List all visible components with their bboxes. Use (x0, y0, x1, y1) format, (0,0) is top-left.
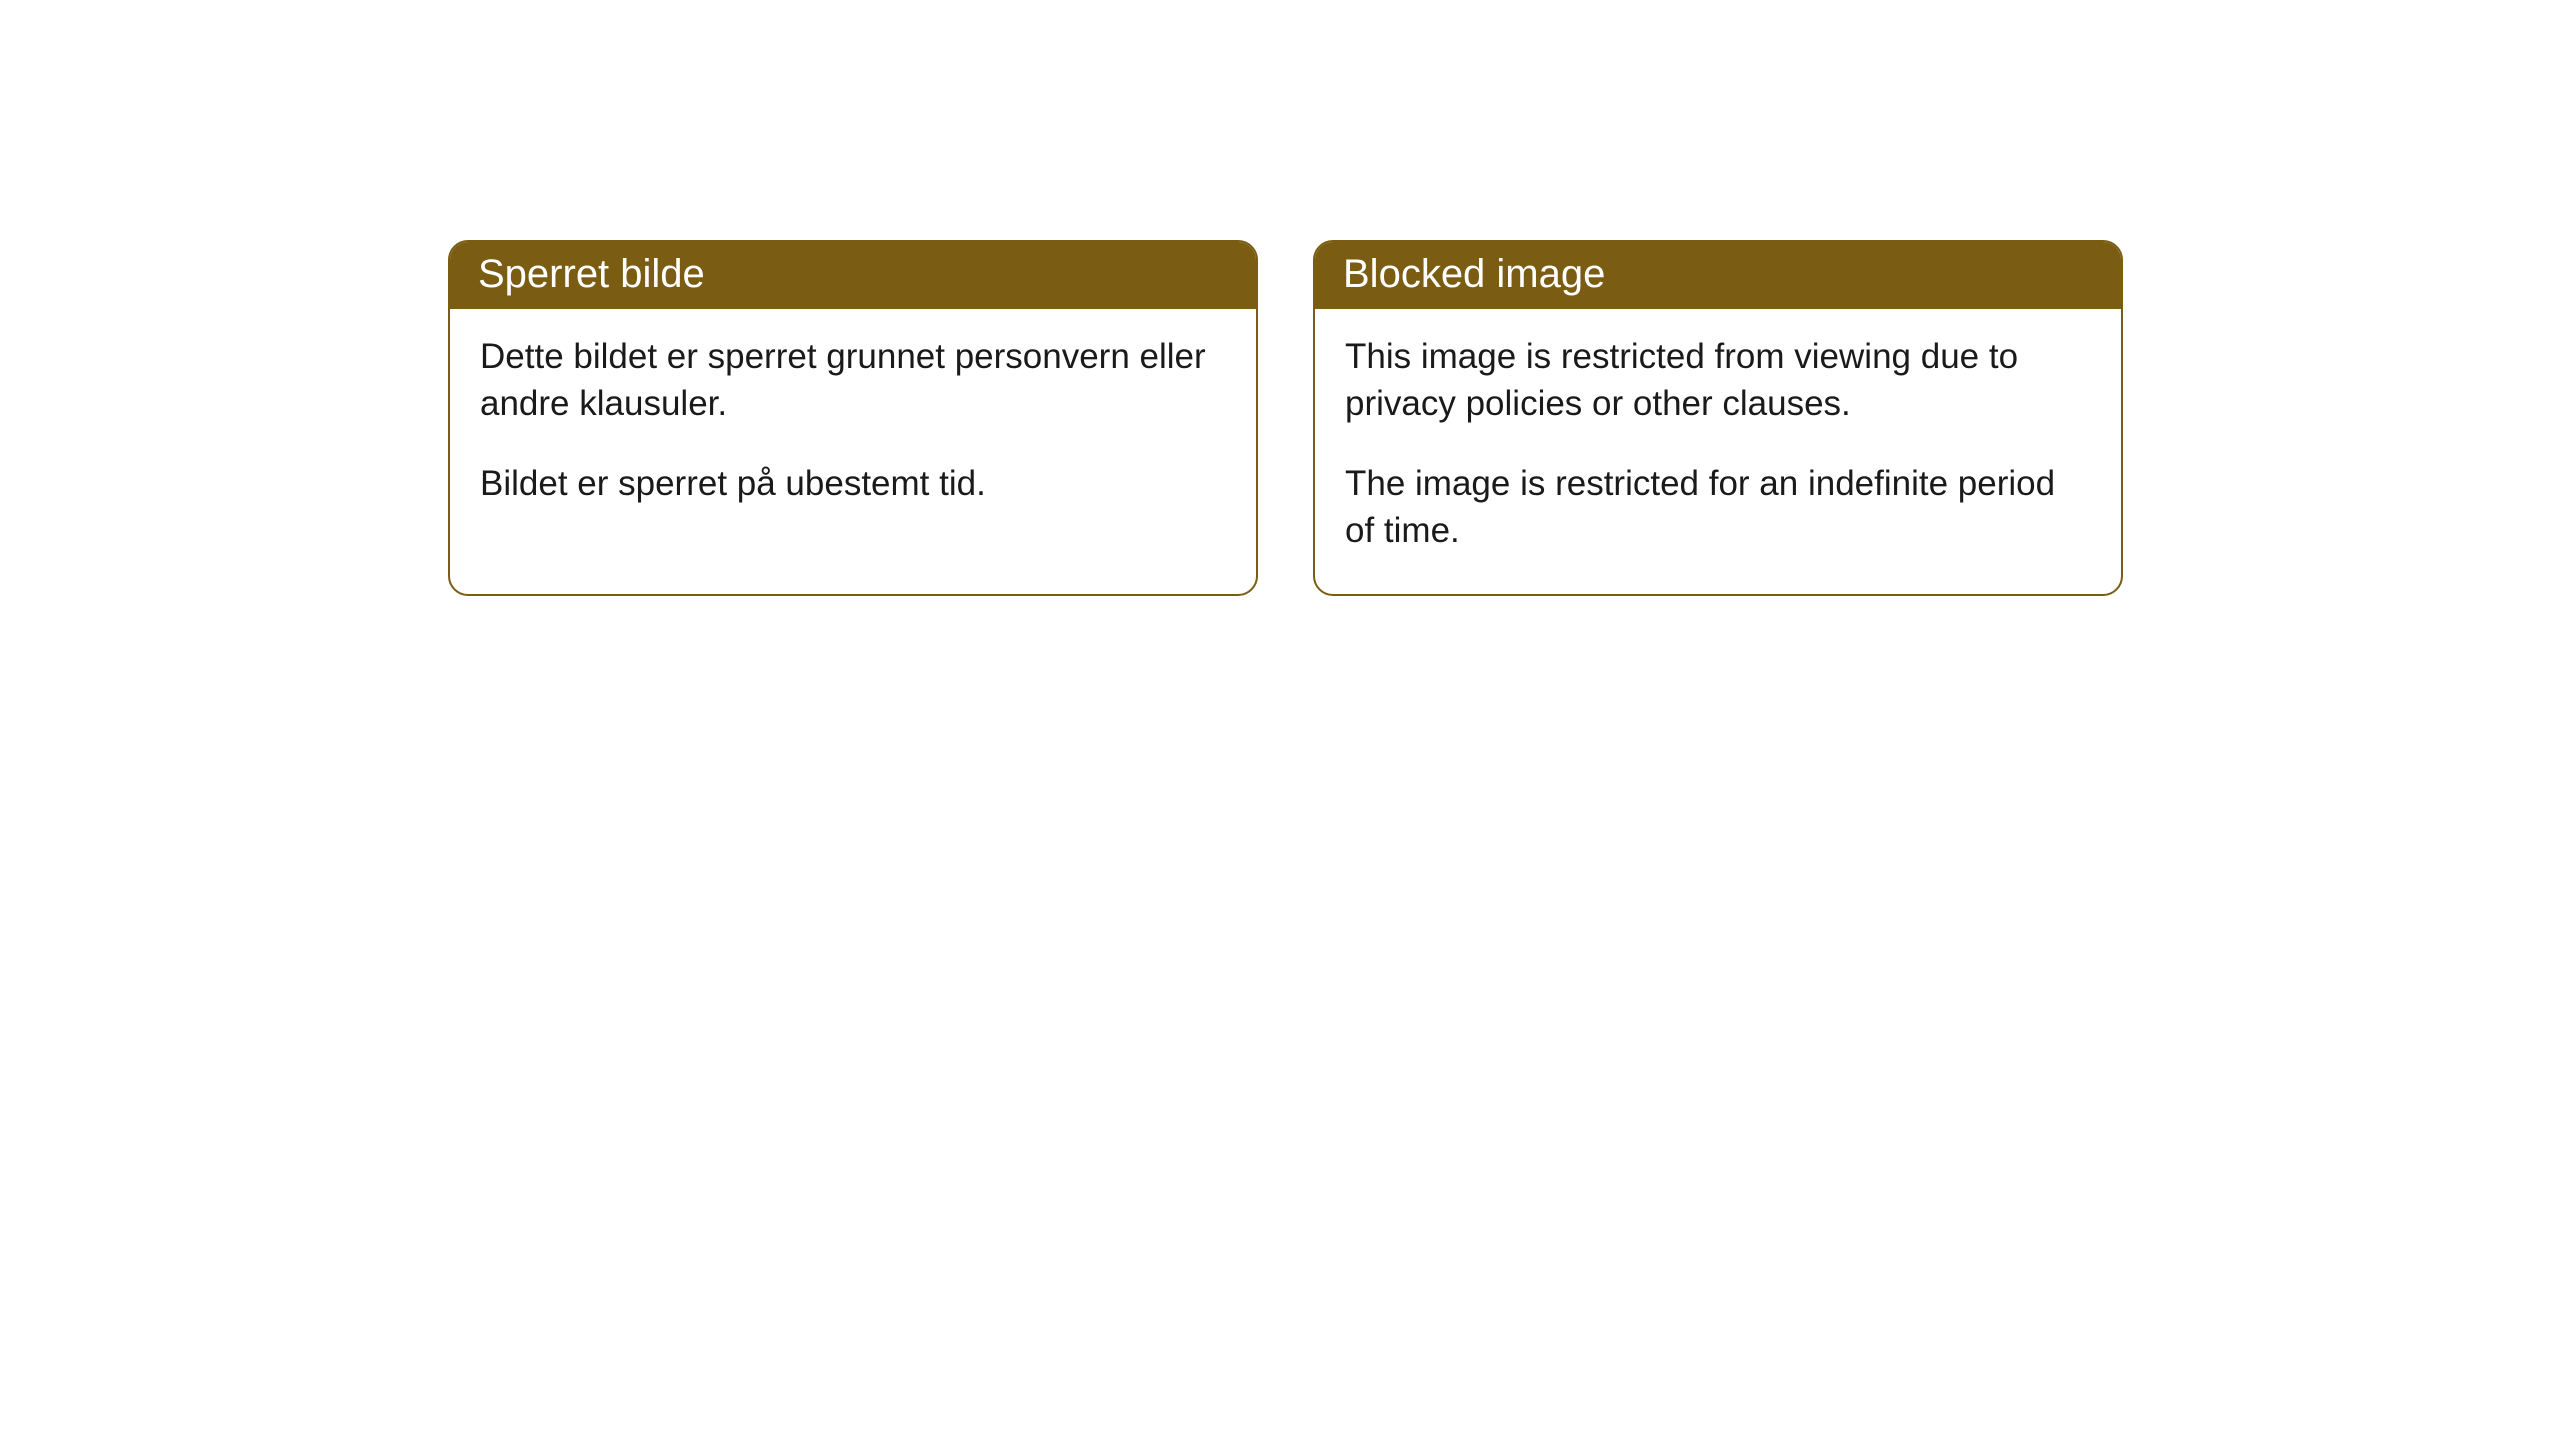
card-paragraph-1: Dette bildet er sperret grunnet personve… (480, 333, 1226, 428)
card-title: Sperret bilde (478, 252, 705, 296)
card-body-english: This image is restricted from viewing du… (1315, 309, 2121, 594)
card-norwegian: Sperret bilde Dette bildet er sperret gr… (448, 240, 1258, 596)
card-body-norwegian: Dette bildet er sperret grunnet personve… (450, 309, 1256, 547)
card-paragraph-2: Bildet er sperret på ubestemt tid. (480, 460, 1226, 507)
card-title: Blocked image (1343, 252, 1605, 296)
cards-container: Sperret bilde Dette bildet er sperret gr… (0, 0, 2560, 596)
card-header-english: Blocked image (1315, 242, 2121, 309)
card-header-norwegian: Sperret bilde (450, 242, 1256, 309)
card-paragraph-1: This image is restricted from viewing du… (1345, 333, 2091, 428)
card-paragraph-2: The image is restricted for an indefinit… (1345, 460, 2091, 555)
card-english: Blocked image This image is restricted f… (1313, 240, 2123, 596)
